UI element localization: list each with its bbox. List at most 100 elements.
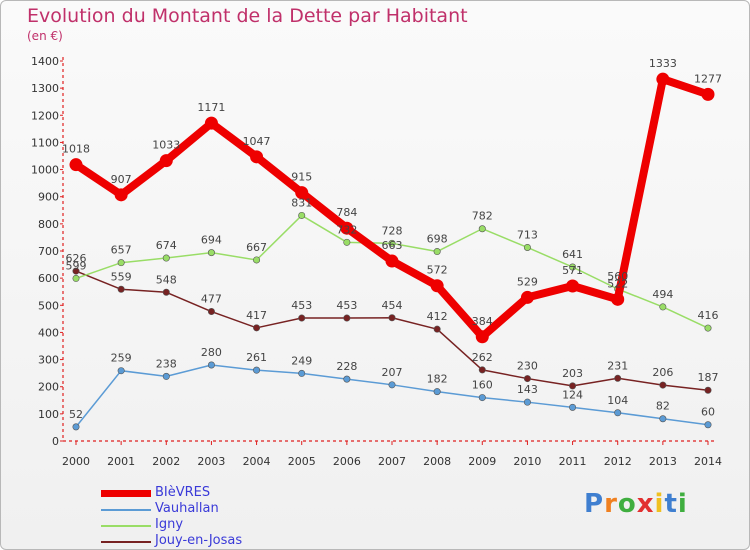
y-tick-label: 1300 bbox=[31, 82, 59, 95]
x-tick-label: 2007 bbox=[378, 455, 406, 468]
data-point-2-11 bbox=[569, 263, 577, 271]
data-label-3-6: 453 bbox=[336, 299, 357, 312]
legend-label-vauhallan: Vauhallan bbox=[155, 501, 219, 516]
data-point-2-10 bbox=[523, 243, 531, 251]
logo-letter: P bbox=[584, 489, 605, 519]
data-label-3-1: 559 bbox=[111, 270, 132, 283]
x-tick-label: 2005 bbox=[288, 455, 316, 468]
data-point-0-7 bbox=[385, 254, 399, 268]
data-point-2-2 bbox=[162, 254, 170, 262]
data-point-3-4 bbox=[253, 324, 261, 332]
x-tick-label: 2003 bbox=[197, 455, 225, 468]
chart-title: Evolution du Montant de la Dette par Hab… bbox=[27, 5, 468, 27]
data-label-2-8: 698 bbox=[427, 233, 448, 246]
data-label-2-3: 694 bbox=[201, 234, 222, 247]
y-tick-label: 1200 bbox=[31, 109, 59, 122]
data-point-1-12 bbox=[614, 409, 622, 417]
x-tick-label: 2011 bbox=[559, 455, 587, 468]
data-point-3-1 bbox=[117, 285, 125, 293]
data-label-3-9: 262 bbox=[472, 351, 493, 364]
data-label-1-2: 238 bbox=[156, 357, 177, 370]
data-label-2-0: 599 bbox=[66, 259, 87, 272]
data-point-2-8 bbox=[433, 248, 441, 256]
data-label-3-3: 477 bbox=[201, 293, 222, 306]
data-label-0-11: 571 bbox=[562, 264, 583, 277]
data-point-3-0 bbox=[72, 267, 80, 275]
x-tick-label: 2012 bbox=[604, 455, 632, 468]
y-tick-label: 1100 bbox=[31, 136, 59, 149]
y-tick-label: 0 bbox=[52, 435, 59, 448]
data-point-3-3 bbox=[207, 308, 215, 316]
data-point-1-8 bbox=[433, 388, 441, 396]
data-point-0-10 bbox=[520, 290, 534, 304]
data-point-1-10 bbox=[523, 398, 531, 406]
data-point-2-9 bbox=[478, 225, 486, 233]
data-point-0-2 bbox=[159, 154, 173, 168]
data-label-0-9: 384 bbox=[472, 315, 493, 328]
data-label-2-2: 674 bbox=[156, 239, 177, 252]
data-label-0-12: 522 bbox=[607, 277, 628, 290]
x-tick-label: 2000 bbox=[62, 455, 90, 468]
y-tick-label: 1000 bbox=[31, 164, 59, 177]
data-point-2-4 bbox=[253, 256, 261, 264]
data-label-2-4: 667 bbox=[246, 241, 267, 254]
data-point-2-5 bbox=[298, 211, 306, 219]
legend-label-bievres: BIèVRES bbox=[155, 485, 211, 500]
data-label-2-7: 728 bbox=[382, 224, 403, 237]
data-label-2-1: 657 bbox=[111, 244, 132, 257]
data-label-0-8: 572 bbox=[427, 264, 448, 277]
data-point-0-12 bbox=[611, 292, 625, 306]
data-point-0-9 bbox=[475, 330, 489, 344]
data-point-1-2 bbox=[162, 372, 170, 380]
data-point-3-10 bbox=[523, 375, 531, 383]
data-label-1-10: 143 bbox=[517, 383, 538, 396]
legend-label-jouy: Jouy-en-Josas bbox=[155, 533, 243, 548]
data-point-1-3 bbox=[207, 361, 215, 369]
data-label-3-2: 548 bbox=[156, 273, 177, 286]
data-label-1-8: 182 bbox=[427, 373, 448, 386]
data-label-1-1: 259 bbox=[111, 352, 132, 365]
data-label-1-3: 280 bbox=[201, 346, 222, 359]
data-point-0-0 bbox=[69, 158, 83, 172]
data-point-0-6 bbox=[340, 221, 354, 235]
data-label-0-6: 784 bbox=[336, 206, 357, 219]
data-label-0-10: 529 bbox=[517, 275, 538, 288]
data-point-1-11 bbox=[569, 403, 577, 411]
data-label-3-8: 412 bbox=[427, 310, 448, 323]
logo-letter: t bbox=[664, 489, 678, 519]
legend-swatch-igny bbox=[101, 525, 151, 527]
data-point-3-13 bbox=[659, 381, 667, 389]
y-tick-label: 800 bbox=[38, 218, 59, 231]
data-point-0-13 bbox=[656, 72, 670, 86]
data-point-2-13 bbox=[659, 303, 667, 311]
data-point-3-12 bbox=[614, 374, 622, 382]
x-tick-label: 2010 bbox=[513, 455, 541, 468]
data-point-0-14 bbox=[701, 87, 715, 101]
data-point-1-5 bbox=[298, 369, 306, 377]
data-point-3-7 bbox=[388, 314, 396, 322]
data-point-2-14 bbox=[704, 324, 712, 332]
data-point-1-4 bbox=[253, 366, 261, 374]
data-label-3-7: 454 bbox=[382, 299, 403, 312]
data-label-0-1: 907 bbox=[111, 173, 132, 186]
data-label-1-0: 52 bbox=[69, 408, 83, 421]
data-label-0-0: 1018 bbox=[62, 143, 90, 156]
x-tick-label: 2014 bbox=[694, 455, 722, 468]
data-point-2-0 bbox=[72, 274, 80, 282]
legend-swatch-vauhallan bbox=[101, 509, 151, 511]
data-point-1-13 bbox=[659, 415, 667, 423]
y-tick-label: 200 bbox=[38, 381, 59, 394]
x-tick-label: 2013 bbox=[649, 455, 677, 468]
data-point-3-6 bbox=[343, 314, 351, 322]
data-label-3-13: 206 bbox=[652, 366, 673, 379]
data-label-2-5: 831 bbox=[291, 196, 312, 209]
y-tick-label: 300 bbox=[38, 354, 59, 367]
data-label-1-11: 124 bbox=[562, 388, 583, 401]
data-label-3-14: 187 bbox=[698, 371, 719, 384]
legend-label-igny: Igny bbox=[155, 517, 184, 532]
data-point-3-8 bbox=[433, 325, 441, 333]
data-point-1-7 bbox=[388, 381, 396, 389]
legend-swatch-bievres bbox=[101, 490, 151, 497]
